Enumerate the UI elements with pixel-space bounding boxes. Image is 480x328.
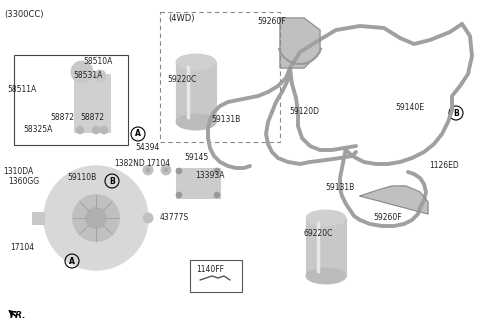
Text: 59220C: 59220C [168,75,197,85]
Text: 54394: 54394 [136,144,160,153]
Text: B: B [109,176,115,186]
Ellipse shape [306,268,346,284]
Circle shape [85,208,107,228]
Circle shape [214,168,220,174]
Text: 58531A: 58531A [73,72,103,80]
Text: 17104: 17104 [10,243,34,253]
Text: 17104: 17104 [146,159,170,169]
Text: 43777S: 43777S [159,214,189,222]
Text: 1140FF: 1140FF [196,265,224,275]
Bar [306,218,346,276]
Text: B: B [453,109,459,117]
Polygon shape [280,18,320,68]
Circle shape [94,70,106,82]
Circle shape [176,168,182,174]
Text: 1126ED: 1126ED [429,161,459,171]
Text: 59145: 59145 [184,154,208,162]
Text: 58872: 58872 [80,113,104,121]
Circle shape [100,126,108,134]
Text: (3300CC): (3300CC) [4,10,44,19]
Circle shape [176,192,182,198]
Bar [176,62,216,122]
Text: 1310DA: 1310DA [3,168,33,176]
Polygon shape [360,186,428,214]
Circle shape [72,195,120,241]
Circle shape [161,165,171,175]
Circle shape [76,126,84,134]
Text: 1382ND: 1382ND [115,159,145,169]
Text: A: A [135,130,141,138]
Circle shape [164,168,168,172]
Text: 59140E: 59140E [396,104,424,113]
Bar [190,260,242,292]
Bar [14,55,128,145]
Circle shape [143,165,153,175]
Text: 59131B: 59131B [211,115,240,125]
Text: FR.: FR. [10,311,26,320]
Text: 58325A: 58325A [24,125,53,133]
Bar [176,168,220,198]
Text: 59110B: 59110B [67,174,96,182]
Ellipse shape [176,54,216,70]
Text: 13393A: 13393A [195,172,225,180]
Circle shape [44,166,148,270]
Text: 59260F: 59260F [258,17,286,27]
Circle shape [143,213,153,223]
Text: 59260F: 59260F [374,214,402,222]
Bar [32,212,44,224]
Circle shape [146,168,150,172]
Circle shape [214,192,220,198]
Text: A: A [69,256,75,265]
Ellipse shape [306,210,346,226]
Text: 58510A: 58510A [84,57,113,67]
Text: 59120D: 59120D [289,108,319,116]
Text: 58872: 58872 [50,113,74,121]
Text: 69220C: 69220C [303,230,333,238]
Ellipse shape [176,114,216,130]
Text: 59131B: 59131B [325,183,355,193]
Text: 1360GG: 1360GG [9,177,39,187]
Text: 58511A: 58511A [7,86,36,94]
Circle shape [71,61,93,83]
Circle shape [92,126,100,134]
Bar [74,74,110,132]
Text: (4WD): (4WD) [168,14,194,23]
Bar [160,12,280,142]
